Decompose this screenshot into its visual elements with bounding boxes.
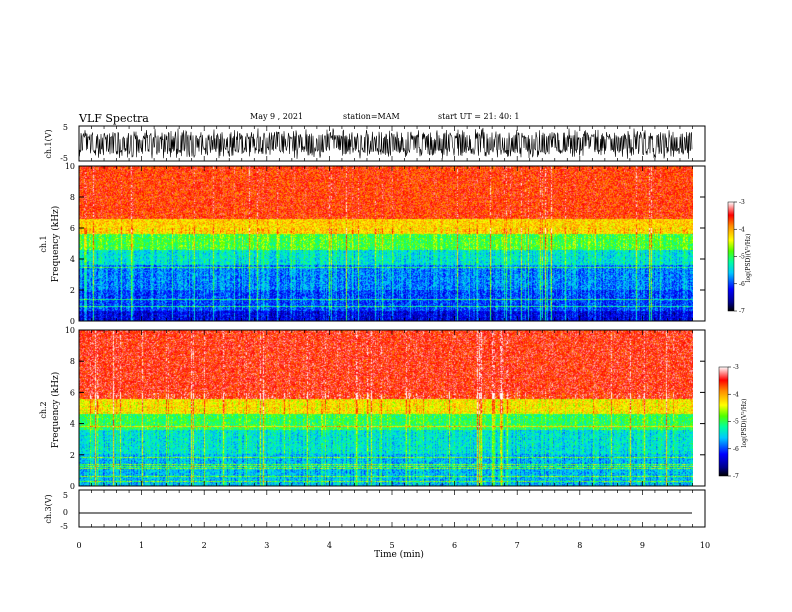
spectrogram-ch2-ylabel: Frequency (kHz) [50, 372, 61, 449]
xtick-label: 1 [139, 541, 144, 550]
chart-title: VLF Spectra [79, 112, 149, 125]
ytick-label: 8 [70, 357, 75, 366]
ch1-ytick-5: 5 [63, 123, 68, 132]
colorbar-tick-label: -6 [733, 446, 739, 453]
colorbar-tick-label: -5 [733, 419, 739, 426]
xtick-label: 9 [640, 541, 645, 550]
ytick-label: 6 [70, 388, 75, 397]
colorbar-tick-label: -7 [733, 473, 739, 480]
colorbar-ch1-ticks: -3 -4 -5 -6 -7 [734, 199, 745, 315]
ytick-label: 0 [70, 482, 75, 491]
spectrogram-ch2-image [79, 330, 693, 486]
ch3-ytick-0: 0 [63, 508, 68, 517]
colorbar-ch1: -3 -4 -5 -6 -7 log(PSD)(V²/Hz) [727, 199, 752, 315]
xtick-label: 10 [700, 541, 710, 550]
colorbar-tick-label: -4 [733, 391, 739, 398]
colorbar-tick-label: -5 [739, 254, 745, 261]
xtick-label: 6 [452, 541, 457, 550]
xtick-label: 0 [76, 541, 81, 550]
ytick-label: 4 [70, 420, 75, 429]
date-label: May 9 , 2021 [250, 112, 304, 121]
spectrogram-ch1-channel-label: ch.1 [39, 235, 48, 252]
xtick-label: 2 [202, 541, 207, 550]
spectrogram-ch2-channel-label: ch.2 [39, 401, 48, 418]
colorbar-tick-label: -4 [739, 226, 745, 233]
start-time-label: start UT = 21: 40: 1 [438, 112, 520, 121]
colorbar-ch1-label: log(PSD)(V²/Hz) [745, 234, 752, 283]
x-axis: 0 1 2 3 4 5 6 7 8 9 10 [76, 126, 710, 550]
ch3-ytick-5: 5 [63, 491, 68, 500]
spectrogram-ch1-panel: 0 2 4 6 8 10 ch.1 Frequency (kHz) [39, 162, 706, 326]
ytick-label: 0 [70, 317, 75, 326]
colorbar-tick-label: -3 [739, 199, 745, 206]
ytick-label: 4 [70, 255, 75, 264]
spectrogram-ch1-yticks: 0 2 4 6 8 10 [65, 162, 705, 326]
colorbar-tick-label: -3 [733, 364, 739, 371]
waveform-ch1-line [78, 127, 693, 159]
ytick-label: 10 [65, 326, 75, 335]
colorbar-ch2-ticks: -3 -4 -5 -6 -7 [728, 364, 739, 480]
xtick-label: 5 [389, 541, 394, 550]
ytick-label: 8 [70, 193, 75, 202]
spectrogram-ch2-panel: 0 2 4 6 8 10 ch.2 Frequency (kHz) [39, 326, 706, 491]
xtick-label: 3 [264, 541, 269, 550]
ch3-ytick-neg5: -5 [60, 522, 68, 531]
ch1-ytick-neg5: -5 [60, 154, 68, 163]
ytick-label: 10 [65, 162, 75, 171]
spectrogram-ch1-ylabel: Frequency (kHz) [50, 206, 61, 283]
waveform-ch1-panel: 5 -5 ch.1(V) [44, 123, 706, 163]
colorbar-ch1-bar [727, 201, 735, 312]
spectrogram-ch1-image [79, 166, 693, 321]
x-axis-label: Time (min) [374, 549, 424, 560]
waveform-ch1-trace [78, 127, 693, 159]
ch1-waveform-ylabel: ch.1(V) [44, 129, 53, 158]
waveform-ch3-panel: 5 -5 ch.3(V) [44, 489, 706, 531]
station-label: station=MAM [343, 112, 400, 121]
xtick-label: 8 [577, 541, 582, 550]
ch3-waveform-ylabel: ch.3(V) [44, 494, 53, 523]
ytick-label: 6 [70, 224, 75, 233]
xtick-label: 4 [327, 541, 332, 550]
colorbar-ch2-label: log(PSD)(V²/Hz) [741, 399, 748, 448]
colorbar-ch2: -3 -4 -5 -6 -7 log(PSD)(V²/Hz) [718, 364, 748, 480]
waveform-ch3-frame [78, 489, 706, 528]
ytick-label: 2 [70, 451, 75, 460]
colorbar-tick-label: -6 [739, 281, 745, 288]
xtick-label: 7 [515, 541, 520, 550]
spectrogram-ch2-yticks: 0 2 4 6 8 10 [65, 326, 705, 491]
ytick-label: 2 [70, 286, 75, 295]
colorbar-tick-label: -7 [739, 308, 745, 315]
colorbar-ch2-bar [718, 366, 729, 477]
